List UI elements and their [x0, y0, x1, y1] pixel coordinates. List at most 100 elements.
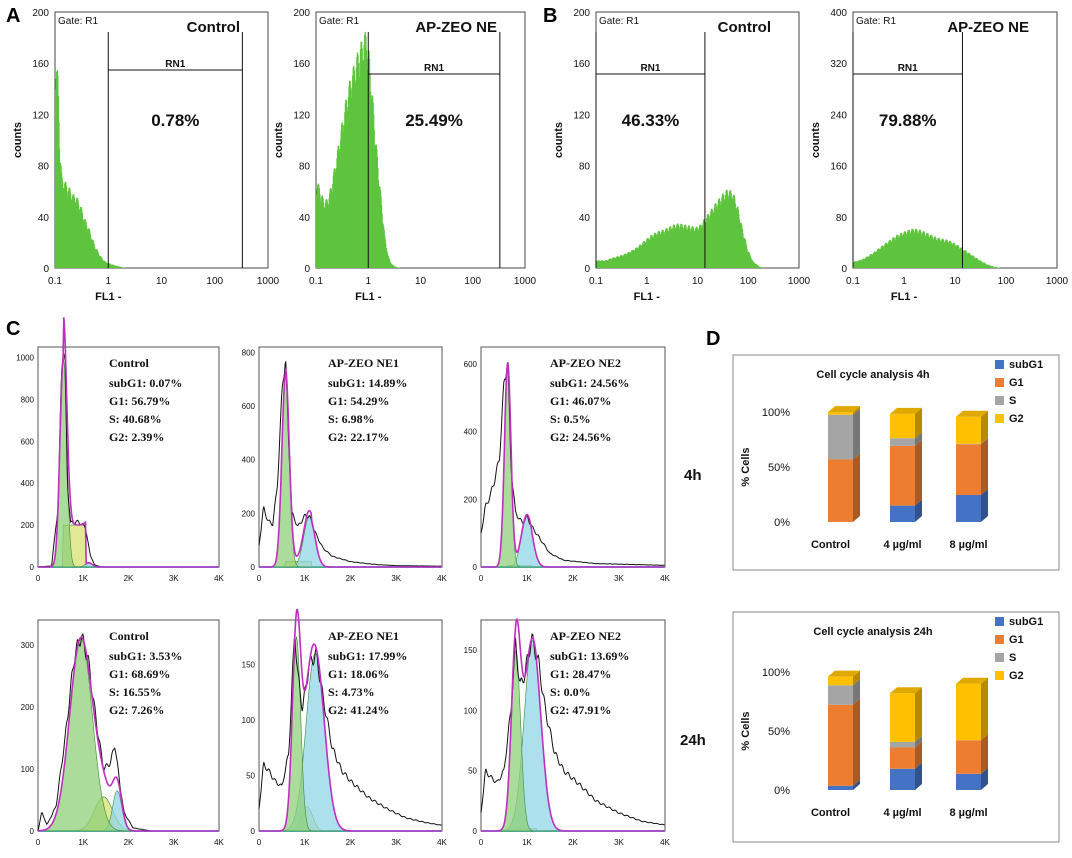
x-tick-label: 3K	[614, 838, 624, 847]
phase-percent-label: G2: 22.17%	[328, 430, 389, 444]
bar-segment-S	[828, 685, 853, 705]
histogram-title: AP-ZEO NE	[415, 19, 497, 36]
bar-segment-subG1	[828, 785, 853, 790]
bar-top-G2	[956, 677, 988, 684]
x-tick-label: 10	[415, 276, 427, 287]
legend-label: S	[1009, 652, 1016, 664]
cell-cycle-histogram-2: 0 200 400 600 800 0 1K 2K 3K 4K AP-ZEO NE1 subG1: 1…	[242, 346, 448, 583]
x-tick-label: 10	[949, 276, 961, 287]
x-axis-label: FL1 -	[355, 291, 382, 303]
y-tick-label: 0%	[774, 785, 790, 797]
y-tick-label: 200	[21, 703, 35, 712]
phase-percent-label: subG1: 14.89%	[328, 376, 407, 390]
y-tick-label: 300	[21, 641, 35, 650]
chart-title: Cell cycle analysis 4h	[816, 369, 929, 381]
y-tick-label: 200	[32, 8, 49, 19]
x-tick-label: 2K	[124, 574, 134, 583]
x-tick-label: 3K	[391, 838, 401, 847]
x-tick-label: 1000	[514, 276, 537, 287]
x-tick-label: 0	[257, 574, 262, 583]
bar-segment-side-subG1	[915, 762, 922, 790]
bar-segment-subG1	[956, 773, 981, 790]
y-tick-label: 320	[830, 59, 847, 70]
y-tick-label: 40	[38, 213, 50, 224]
phase-percent-label: S: 40.68%	[109, 412, 162, 426]
cell-cycle-histogram-6: 0 50 100 150 0 1K 2K 3K 4K AP-ZEO NE2 subG1: 13.69…	[464, 617, 671, 847]
phase-percent-label: subG1: 13.69%	[550, 649, 629, 663]
marker-label: RN1	[165, 59, 185, 70]
x-tick-label: 0	[257, 838, 262, 847]
x-tick-label: 10	[692, 276, 704, 287]
x-tick-label: 3K	[391, 574, 401, 583]
y-tick-label: 160	[573, 59, 590, 70]
category-label: 4 µg/ml	[883, 807, 921, 819]
y-tick-label: 400	[21, 479, 35, 488]
bar-segment-side-subG1	[981, 488, 988, 522]
legend-label: G2	[1009, 413, 1024, 425]
x-tick-label: 4K	[437, 838, 447, 847]
legend-swatch-subG1	[995, 360, 1004, 369]
x-tick-label: 1	[901, 276, 907, 287]
x-tick-label: 1000	[1046, 276, 1069, 287]
x-tick-label: 100	[740, 276, 757, 287]
bar-segment-side-G2	[853, 670, 860, 686]
x-tick-label: 1K	[522, 574, 532, 583]
sample-title: Control	[109, 356, 149, 370]
x-tick-label: 0.1	[846, 276, 860, 287]
legend-label: S	[1009, 395, 1016, 407]
y-tick-label: 80	[836, 213, 848, 224]
y-tick-label: 80	[38, 162, 50, 173]
cell-cycle-histogram-4: 0 100 200 300 0 1K 2K 3K 4K Control subG1: 3.53% G1…	[21, 619, 225, 847]
x-tick-label: 4K	[214, 574, 224, 583]
legend-label: G1	[1009, 634, 1024, 646]
x-tick-label: 3K	[169, 574, 179, 583]
gate-label: Gate: R1	[58, 16, 98, 27]
marker-percent: 79.88%	[879, 111, 937, 130]
bar-segment-S	[828, 414, 853, 460]
bar-segment-side-S	[853, 408, 860, 460]
bar-segment-side-subG1	[853, 515, 860, 522]
model-envelope-line	[481, 617, 665, 832]
time-label-1: 4h	[684, 467, 702, 484]
histogram-title: AP-ZEO NE	[947, 19, 1029, 36]
bar-segment-side-G2	[981, 410, 988, 444]
bar-top-G2	[956, 410, 988, 417]
bar-segment-G2	[956, 416, 981, 444]
y-tick-label: 0	[584, 264, 590, 275]
bar-segment-G2	[956, 683, 981, 741]
y-tick-label: 600	[21, 437, 35, 446]
y-tick-label: 40	[299, 213, 311, 224]
category-label: 4 µg/ml	[883, 539, 921, 551]
y-tick-label: 50%	[768, 462, 790, 474]
legend-swatch-S	[995, 653, 1004, 662]
bar-segment-side-S	[915, 432, 922, 446]
bar-top-G2	[828, 670, 860, 677]
y-tick-label: 160	[830, 162, 847, 173]
bar-segment-side-G2	[853, 406, 860, 415]
x-tick-label: 100	[206, 276, 223, 287]
x-tick-label: 1K	[300, 574, 310, 583]
legend-label: G2	[1009, 670, 1024, 682]
legend-swatch-subG1	[995, 617, 1004, 626]
bar-segment-side-G1	[981, 438, 988, 495]
x-tick-label: 2K	[346, 838, 356, 847]
bar-segment-side-S	[853, 679, 860, 705]
x-tick-label: 0.1	[48, 276, 62, 287]
y-tick-label: 100	[21, 765, 35, 774]
y-tick-label: 0	[841, 264, 847, 275]
bar-segment-S	[956, 443, 981, 445]
y-tick-label: 80	[299, 162, 311, 173]
y-tick-label: 0	[43, 264, 49, 275]
marker-percent: 46.33%	[622, 111, 680, 130]
panel-letter-d: D	[706, 328, 720, 350]
y-axis-label: % Cells	[740, 711, 752, 750]
panel-letter-a: A	[6, 5, 20, 27]
x-tick-label: 2K	[568, 838, 578, 847]
cell-cycle-histogram-1: 0 200 400 600 800 1000 0 1K 2K 3K 4K Control subG1: …	[16, 317, 225, 583]
phase-percent-label: G1: 18.06%	[328, 667, 389, 681]
x-tick-label: 1K	[300, 838, 310, 847]
legend-swatch-S	[995, 396, 1004, 405]
y-tick-label: 120	[32, 110, 49, 121]
y-tick-label: 0	[304, 264, 310, 275]
y-axis-label: counts	[273, 122, 285, 158]
